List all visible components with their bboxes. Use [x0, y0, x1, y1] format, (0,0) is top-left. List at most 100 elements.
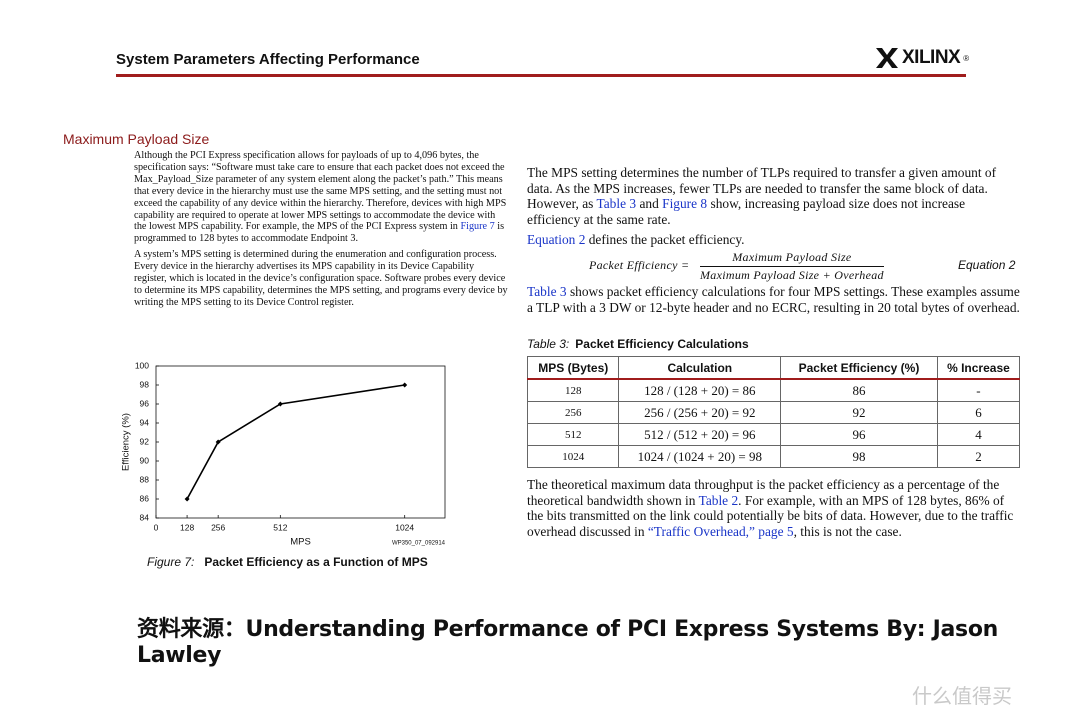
- table-cell: -: [936, 378, 1021, 402]
- table-cell: 128 / (128 + 20) = 86: [618, 378, 782, 402]
- x-axis-label: MPS: [290, 537, 311, 548]
- text-run: show, increasing payload size does not i…: [527, 196, 966, 227]
- link[interactable]: Table 3: [596, 196, 637, 212]
- equation-lhs: Packet Efficiency =: [589, 258, 690, 272]
- watermark: 什么值得买: [912, 684, 1012, 708]
- fraction: Maximum Payload Size Maximum Payload Siz…: [700, 250, 884, 283]
- denominator: Maximum Payload Size + Overhead: [700, 268, 884, 282]
- table-cell: 6: [936, 401, 1021, 424]
- y-tick-label: 88: [140, 474, 150, 484]
- table-cell: 98: [780, 445, 938, 468]
- table-cell: 92: [780, 401, 938, 424]
- y-tick-label: 86: [140, 493, 150, 503]
- y-tick-label: 84: [140, 512, 150, 522]
- y-tick-label: 94: [140, 417, 150, 427]
- chart: 84 86 88 90 92 94 96 98 100 0 128 256 512 1024 MPS Effi…: [121, 360, 446, 548]
- logo-text: XILINX: [902, 47, 961, 68]
- text-run: A system’s MPS setting is determined dur…: [134, 249, 508, 308]
- paragraph: Although the PCI Express specification a…: [134, 150, 508, 245]
- table-cell: 128: [526, 378, 620, 402]
- table-caption: Table 3: Packet Efficiency Calculations: [527, 337, 749, 351]
- text-run: , this is not the case.: [793, 523, 902, 539]
- table-cell: 96: [780, 423, 938, 446]
- y-tick-label: 92: [140, 436, 150, 446]
- right-text: The MPS setting determines the number of…: [527, 165, 1021, 253]
- table-row: 128 128 / (128 + 20) = 86 86-: [526, 378, 1021, 402]
- table-title: Packet Efficiency Calculations: [575, 337, 749, 351]
- x-tick-label: 0: [154, 522, 159, 532]
- table-cell: 256: [526, 401, 620, 424]
- right-text: The theoretical maximum data throughput …: [527, 477, 1021, 544]
- text-run: Although the PCI Express specification a…: [134, 150, 507, 233]
- equation-label: Equation 2: [958, 258, 1016, 272]
- table-cell: 256 / (256 + 20) = 92: [618, 401, 782, 424]
- header-rule: [116, 74, 966, 77]
- link[interactable]: Table 2: [698, 492, 739, 508]
- y-tick-label: 100: [135, 360, 149, 370]
- paragraph: Equation 2 defines the packet efficiency…: [527, 232, 1021, 248]
- header-title: System Parameters Affecting Performance: [116, 51, 420, 68]
- x-tick-label: 256: [211, 522, 225, 532]
- equation: Packet Efficiency = Maximum Payload Size…: [527, 250, 1021, 282]
- series-line: [186, 384, 405, 500]
- column-header: Calculation: [618, 356, 782, 380]
- source-note: 资料来源：Understanding Performance of PCI Ex…: [137, 617, 999, 668]
- column-header: Packet Efficiency (%): [780, 356, 938, 380]
- figure-title: Packet Efficiency as a Function of MPS: [204, 555, 428, 569]
- text-run: . For example, with an MPS of 128 bytes,…: [527, 492, 1014, 539]
- link[interactable]: “Traffic Overhead,” page 5: [647, 523, 794, 539]
- table-cell: 2: [936, 445, 1021, 468]
- table-cell: 86: [780, 378, 938, 402]
- link[interactable]: Equation 2: [527, 232, 586, 248]
- link[interactable]: Figure 7: [460, 221, 495, 233]
- paragraph: The theoretical maximum data throughput …: [527, 477, 1021, 539]
- table-row: 512 512 / (512 + 20) = 96 96 4: [526, 423, 1021, 446]
- link[interactable]: Table 3: [527, 284, 567, 299]
- data-point: [402, 382, 408, 388]
- section-heading: Maximum Payload Size: [63, 131, 210, 147]
- logo-mark: ®: [963, 53, 969, 63]
- paragraph: A system’s MPS setting is determined dur…: [134, 249, 508, 309]
- table-row: 1024 1024 / (1024 + 20) = 98 98 2: [526, 445, 1021, 468]
- figure-note: WP350_07_092914: [392, 541, 446, 547]
- table-cell: 1024 / (1024 + 20) = 98: [618, 445, 782, 468]
- paragraph: The MPS setting determines the number of…: [527, 165, 1021, 227]
- data-point: [277, 401, 283, 407]
- plot-frame: [155, 365, 446, 519]
- column-header: MPS (Bytes): [526, 356, 620, 380]
- data-point: [184, 496, 190, 502]
- figure-caption: Figure 7: Packet Efficiency as a Function…: [147, 555, 428, 569]
- x-tick-label: 1024: [395, 522, 414, 532]
- table-cell: 512 / (512 + 20) = 96: [618, 423, 782, 446]
- text-run: shows packet efficiency calculations for…: [527, 284, 1020, 315]
- y-tick-label: 90: [140, 455, 150, 465]
- data-point: [215, 439, 221, 445]
- x-tick-label: 128: [180, 522, 194, 532]
- figure-label: Figure 7:: [147, 555, 195, 569]
- text-run: is programmed to 128 bytes to accommodat…: [134, 221, 505, 245]
- logo-icon: [876, 48, 898, 68]
- y-axis-label: Efficiency (%): [121, 413, 132, 471]
- column-header: % Increase: [936, 356, 1021, 380]
- left-text: Although the PCI Express specification a…: [134, 150, 508, 313]
- table-cell: 512: [526, 423, 620, 446]
- paragraph: Table 3 shows packet efficiency calculat…: [527, 284, 1021, 315]
- text-run: The theoretical maximum data throughput …: [527, 477, 1000, 508]
- table-label: Table 3:: [527, 337, 570, 351]
- right-text: Table 3 shows packet efficiency calculat…: [527, 284, 1021, 320]
- table: MPS (Bytes) Calculation Packet Efficiency …: [526, 356, 1021, 468]
- x-tick-label: 512: [273, 522, 287, 532]
- y-tick-label: 98: [140, 379, 150, 389]
- logo: XILINX ®: [875, 47, 969, 69]
- text-run: The MPS setting determines the number of…: [527, 165, 997, 212]
- table-cell: 4: [936, 423, 1021, 446]
- text-run: and: [636, 196, 663, 212]
- link[interactable]: Figure 8: [662, 196, 708, 212]
- header-row: MPS (Bytes) Calculation Packet Efficiency …: [526, 356, 1021, 380]
- y-tick-label: 96: [140, 398, 150, 408]
- table-cell: 1024: [526, 445, 620, 468]
- numerator: Maximum Payload Size: [700, 250, 884, 267]
- table-row: 256 256 / (256 + 20) = 92 92 6: [526, 401, 1021, 424]
- text-run: defines the packet efficiency.: [585, 232, 745, 248]
